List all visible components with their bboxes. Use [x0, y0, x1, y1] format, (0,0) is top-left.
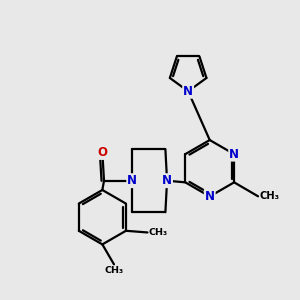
Text: O: O [98, 146, 107, 159]
Text: CH₃: CH₃ [104, 266, 124, 275]
Text: N: N [127, 174, 137, 187]
Text: N: N [162, 174, 172, 187]
Text: N: N [205, 190, 215, 203]
Text: N: N [183, 85, 193, 98]
Text: CH₃: CH₃ [148, 228, 168, 237]
Text: CH₃: CH₃ [260, 191, 280, 201]
Text: N: N [229, 148, 239, 160]
